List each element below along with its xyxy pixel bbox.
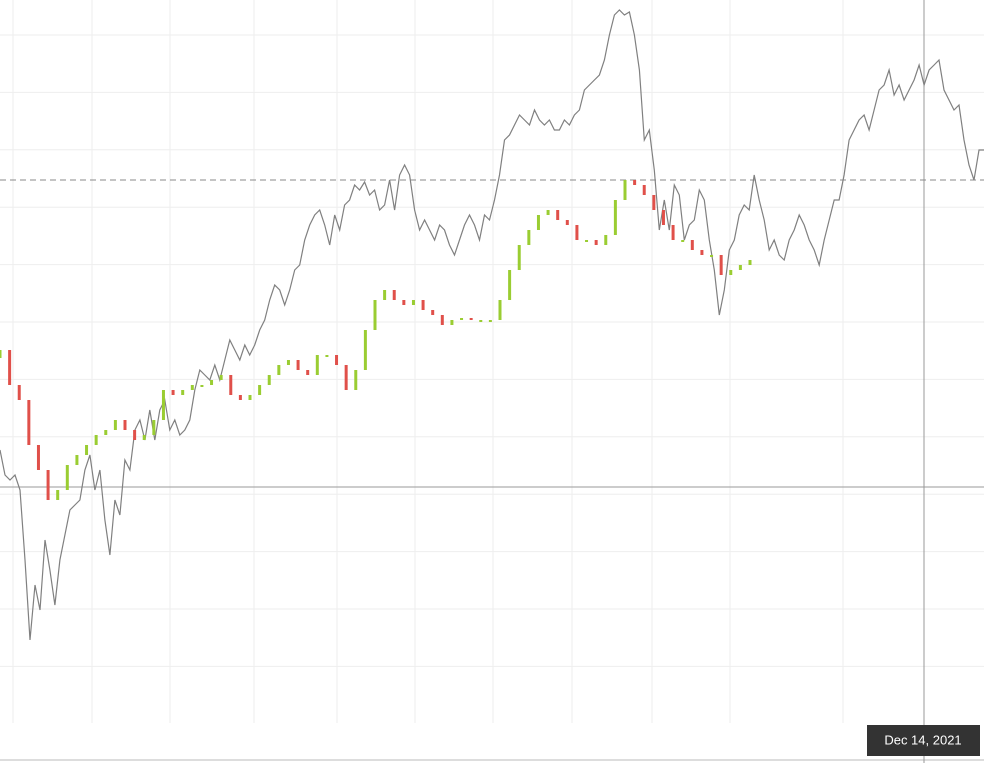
candle-body: [335, 355, 339, 365]
candle-body: [152, 420, 156, 435]
candle-body: [604, 235, 608, 245]
candle-body: [661, 210, 665, 225]
candle-body: [210, 380, 214, 385]
candle-body: [613, 200, 617, 235]
candle-body: [238, 395, 242, 400]
candle-body: [575, 225, 579, 240]
candle-body: [556, 210, 560, 220]
candle-body: [681, 240, 685, 242]
candle-body: [104, 430, 108, 435]
candle-body: [113, 420, 117, 430]
candle-body: [286, 360, 290, 365]
candle-body: [671, 225, 675, 240]
candle-body: [738, 265, 742, 270]
candle-body: [94, 435, 98, 445]
grid: [0, 0, 984, 723]
candle-body: [479, 320, 483, 322]
candle-body: [354, 370, 358, 390]
candle-body: [527, 230, 531, 245]
candle-body: [142, 435, 146, 440]
candle-body: [623, 180, 627, 200]
candle-body: [306, 370, 310, 375]
candle-body: [546, 210, 550, 215]
candle-body: [392, 290, 396, 300]
candle-body: [719, 255, 723, 275]
candle-body: [267, 375, 271, 385]
crosshair-label: Dec 14, 2021: [884, 732, 961, 747]
candle-body: [585, 240, 589, 242]
crosshair-label-box: [867, 725, 980, 756]
candle-body: [17, 385, 21, 400]
candle-body: [325, 355, 329, 357]
candle-body: [460, 318, 464, 320]
candle-body: [402, 300, 406, 305]
candle-body: [0, 350, 2, 358]
candle-body: [498, 300, 502, 320]
candle-body: [219, 375, 223, 380]
candle-body: [440, 315, 444, 325]
candle-body: [633, 180, 637, 185]
candle-body: [344, 365, 348, 390]
candle-body: [652, 195, 656, 210]
candle-body: [248, 395, 252, 400]
candle-body: [594, 240, 598, 245]
candle-body: [450, 320, 454, 325]
candle-body: [488, 320, 492, 322]
candle-body: [469, 318, 473, 320]
candle-body: [296, 360, 300, 370]
candle-body: [421, 300, 425, 310]
candle-body: [27, 400, 31, 445]
candle-body: [565, 220, 569, 225]
candle-body: [133, 430, 137, 440]
candle-body: [411, 300, 415, 305]
candle-body: [46, 470, 50, 500]
candle-body: [700, 250, 704, 255]
candle-body: [748, 260, 752, 265]
candle-body: [729, 270, 733, 275]
candle-body: [75, 455, 79, 465]
candle-body: [65, 465, 69, 490]
candle-body: [383, 290, 387, 300]
candle-body: [190, 385, 194, 390]
candle-body: [690, 240, 694, 250]
candle-body: [642, 185, 646, 195]
candle-body: [373, 300, 377, 330]
candle-body: [363, 330, 367, 370]
candle-body: [431, 310, 435, 315]
candle-body: [229, 375, 233, 395]
candle-body: [36, 445, 40, 470]
candle-body: [517, 245, 521, 270]
candle-body: [508, 270, 512, 300]
candle-body: [123, 420, 127, 430]
candle-body: [315, 355, 319, 375]
candle-body: [8, 350, 12, 385]
plot: [0, 9, 984, 641]
candle-body: [200, 385, 204, 387]
candle-body: [85, 445, 89, 455]
candle-body: [181, 390, 185, 395]
candle-body: [536, 215, 540, 230]
candle-body: [161, 390, 165, 420]
price-line: [0, 9, 984, 641]
candle-body: [258, 385, 262, 395]
candle-body: [56, 490, 60, 500]
candle-body: [710, 255, 714, 257]
candle-body: [171, 390, 175, 395]
candle-body: [277, 365, 281, 375]
